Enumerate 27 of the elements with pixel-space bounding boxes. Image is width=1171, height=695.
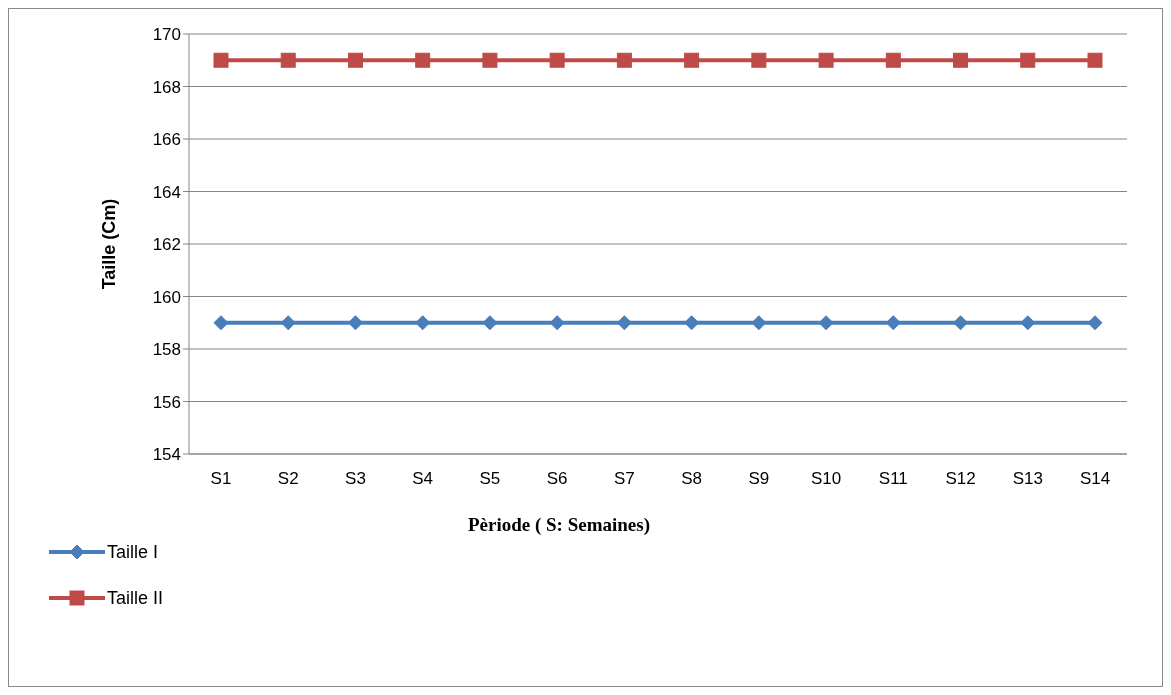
y-tick-label: 168	[152, 77, 181, 97]
legend-label: Taille I	[107, 541, 159, 563]
y-tick-label: 162	[152, 235, 181, 255]
x-tick-label: S1	[210, 469, 232, 489]
x-tick-label: S13	[1012, 469, 1043, 489]
x-tick-label: S8	[681, 469, 703, 489]
legend-label: Taille II	[107, 587, 164, 609]
x-tick-label: S7	[613, 469, 635, 489]
x-tick-label: S11	[878, 469, 908, 489]
x-tick-label: S6	[546, 469, 568, 489]
x-tick-label: S10	[810, 469, 842, 489]
x-tick-label: S5	[479, 469, 501, 489]
x-tick-label: S12	[945, 469, 976, 489]
y-tick-label: 154	[152, 445, 181, 465]
y-tick-label: 156	[152, 392, 181, 412]
y-tick-label: 160	[152, 287, 181, 307]
x-tick-label: S9	[748, 469, 770, 489]
y-tick-label: 170	[152, 25, 181, 45]
x-tick-label: S4	[412, 469, 434, 489]
y-tick-label: 166	[152, 130, 181, 150]
x-tick-label: S3	[345, 469, 366, 489]
x-axis-title: Pèriode ( S: Semaines)	[466, 514, 652, 536]
y-axis-title: Taille (Cm)	[99, 198, 120, 290]
x-tick-label: S2	[277, 469, 299, 489]
y-tick-label: 164	[152, 182, 181, 202]
x-tick-label: S14	[1079, 469, 1111, 489]
y-tick-label: 158	[152, 340, 181, 360]
